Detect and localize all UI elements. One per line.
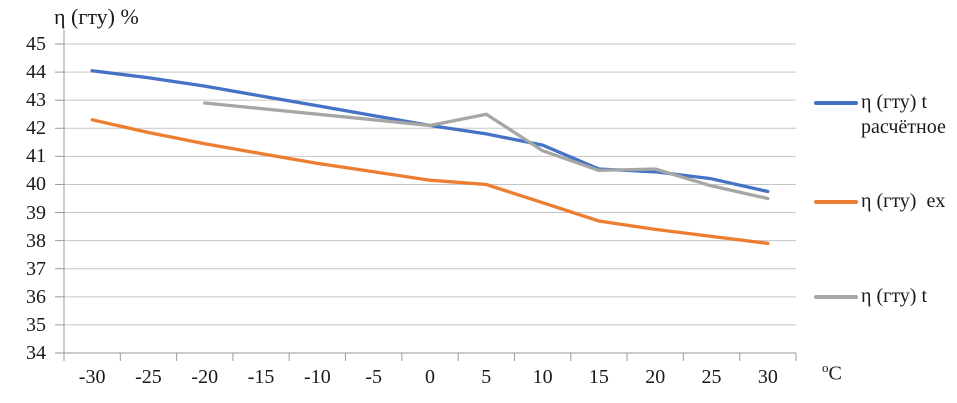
x-axis-tick-label: 0: [425, 366, 435, 388]
legend-line-sample: [814, 101, 858, 105]
legend-line-sample: [814, 295, 858, 299]
legend-line-sample: [814, 200, 858, 204]
y-axis-tick-label: 36: [26, 285, 46, 308]
chart-title: η (гту) %: [54, 4, 139, 29]
y-axis-tick-label: 40: [26, 173, 46, 196]
x-axis-tick-label: -10: [304, 366, 331, 388]
legend-label-line: η (гту) t: [861, 285, 928, 307]
y-axis-tick-label: 43: [26, 89, 46, 112]
series-line-1: [90, 118, 770, 246]
x-axis-tick-label: 5: [481, 366, 492, 388]
x-axis-unit-label: oC: [822, 360, 842, 386]
x-axis-tick-label: -25: [135, 366, 162, 388]
celsius-letter: C: [828, 362, 842, 385]
chart-legend: η (гту) t расчётное η (гту) ex η (гту) t: [814, 0, 957, 403]
legend-label: η (гту) t расчётное: [861, 90, 946, 140]
x-axis-tick-label: 25: [701, 366, 722, 388]
x-axis-tick-label: 15: [588, 366, 609, 388]
y-axis-tick-label: 39: [26, 201, 46, 224]
y-axis-tick-label: 35: [26, 313, 46, 336]
legend-label-line: η (гту) t: [861, 91, 928, 113]
x-axis-tick-label: -20: [191, 366, 219, 388]
y-axis-tick-label: 37: [26, 257, 46, 280]
legend-label-line: η (гту) ex: [861, 190, 946, 212]
x-axis-tick-label: -30: [78, 366, 106, 388]
x-axis-tick-label: -15: [247, 366, 275, 388]
legend-label: η (гту) t: [861, 284, 927, 309]
x-axis-tick-label: 10: [532, 366, 553, 388]
legend-label-line: расчётное: [861, 116, 946, 138]
legend-item-0: η (гту) t расчётное: [814, 90, 946, 140]
degree-superscript: o: [822, 360, 829, 375]
x-axis-tick-label: 20: [645, 366, 666, 388]
legend-item-2: η (гту) t: [814, 284, 927, 309]
x-axis-tick-label: 30: [757, 366, 778, 388]
legend-label: η (гту) ex: [861, 189, 945, 214]
series-line-2: [203, 101, 770, 201]
y-axis-tick-label: 44: [26, 61, 46, 84]
y-axis-tick-label: 45: [26, 33, 46, 55]
y-axis-tick-label: 41: [26, 145, 46, 168]
legend-item-1: η (гту) ex: [814, 189, 945, 214]
y-axis-tick-label: 38: [26, 229, 46, 252]
y-axis-tick-label: 42: [26, 117, 46, 140]
y-axis-tick-label: 34: [26, 342, 46, 364]
x-axis-tick-label: -5: [365, 366, 383, 388]
